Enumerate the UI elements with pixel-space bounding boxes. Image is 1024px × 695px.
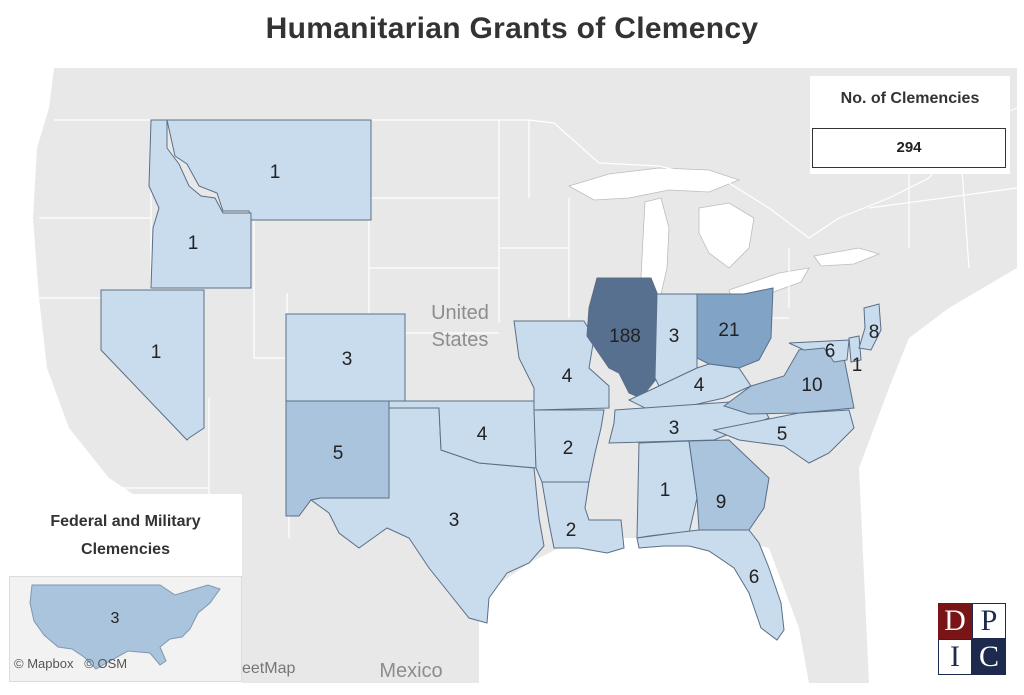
label-alabama: 1 <box>660 480 671 501</box>
label-maryland: 6 <box>825 341 836 362</box>
state-delaware[interactable] <box>848 335 862 363</box>
country-label-line2: States <box>432 329 489 351</box>
state-nevada[interactable] <box>100 289 205 441</box>
logo-letter-c: C <box>972 639 1006 675</box>
label-ohio: 21 <box>718 320 739 341</box>
legend: No. of Clemencies 294 <box>810 76 1010 174</box>
label-illinois: 188 <box>609 326 641 347</box>
label-kentucky: 4 <box>694 375 705 396</box>
label-montana: 1 <box>270 162 281 183</box>
label-texas: 3 <box>449 510 460 531</box>
label-missouri: 4 <box>562 366 573 387</box>
page-title: Humanitarian Grants of Clemency <box>265 12 759 45</box>
label-new-mexico: 5 <box>333 443 344 464</box>
label-new-jersey: 8 <box>869 322 880 343</box>
country-label-line1: United <box>431 302 489 324</box>
state-ohio[interactable] <box>696 287 774 369</box>
inset-value: 3 <box>111 610 120 627</box>
logo-letter-d: D <box>938 603 972 639</box>
label-indiana: 3 <box>669 326 680 347</box>
state-north-carolina[interactable] <box>712 409 855 464</box>
map-attribution[interactable]: © Mapbox © OSM <box>14 656 127 671</box>
inset-map[interactable]: 3 <box>9 576 242 682</box>
state-montana[interactable] <box>166 119 372 221</box>
logo-letter-i: I <box>938 639 972 675</box>
state-illinois[interactable] <box>586 277 658 399</box>
label-arkansas: 2 <box>563 438 574 459</box>
us-silhouette <box>29 584 221 670</box>
inset-map-canvas: 3 <box>29 584 221 670</box>
label-colorado: 3 <box>342 349 353 370</box>
state-arkansas[interactable] <box>533 409 605 483</box>
state-florida[interactable] <box>636 529 785 641</box>
gulf-of-mexico <box>479 538 809 683</box>
total-clemencies: 294 <box>812 128 1006 168</box>
state-georgia[interactable] <box>688 439 770 531</box>
label-delaware: 1 <box>852 355 863 376</box>
canada-border <box>54 107 1017 239</box>
state-new-jersey[interactable] <box>858 303 882 351</box>
label-tennessee: 3 <box>669 418 680 439</box>
federal-military-inset[interactable]: Federal and Military Clemencies 3 <box>9 494 242 683</box>
label-north-carolina: 5 <box>777 424 788 445</box>
inset-title-line1: Federal and Military <box>50 513 201 530</box>
state-idaho[interactable] <box>148 119 252 289</box>
label-florida: 6 <box>749 567 760 588</box>
label-oklahoma: 4 <box>477 424 488 445</box>
lake-ontario <box>813 247 881 267</box>
label-louisiana: 2 <box>566 520 577 541</box>
openstreetmap-attribution[interactable]: eetMap <box>242 660 296 677</box>
label-georgia: 9 <box>716 492 727 513</box>
lake-huron <box>698 202 755 269</box>
label-nevada: 1 <box>151 342 162 363</box>
lake-superior <box>567 167 741 201</box>
osm-attribution[interactable]: © OSM <box>84 656 128 671</box>
mapbox-attribution[interactable]: © Mapbox <box>14 656 74 671</box>
state-louisiana[interactable] <box>541 481 625 554</box>
inset-title: Federal and Military Clemencies <box>9 508 242 564</box>
mexico-label: Mexico <box>379 660 442 682</box>
inset-title-line2: Clemencies <box>81 541 170 558</box>
atlantic-ocean <box>859 268 1017 683</box>
logo-letter-p: P <box>972 603 1006 639</box>
label-idaho: 1 <box>188 233 199 254</box>
dpic-logo: D P I C <box>938 603 1006 675</box>
label-virginia: 10 <box>801 375 822 396</box>
legend-title: No. of Clemencies <box>840 90 980 107</box>
